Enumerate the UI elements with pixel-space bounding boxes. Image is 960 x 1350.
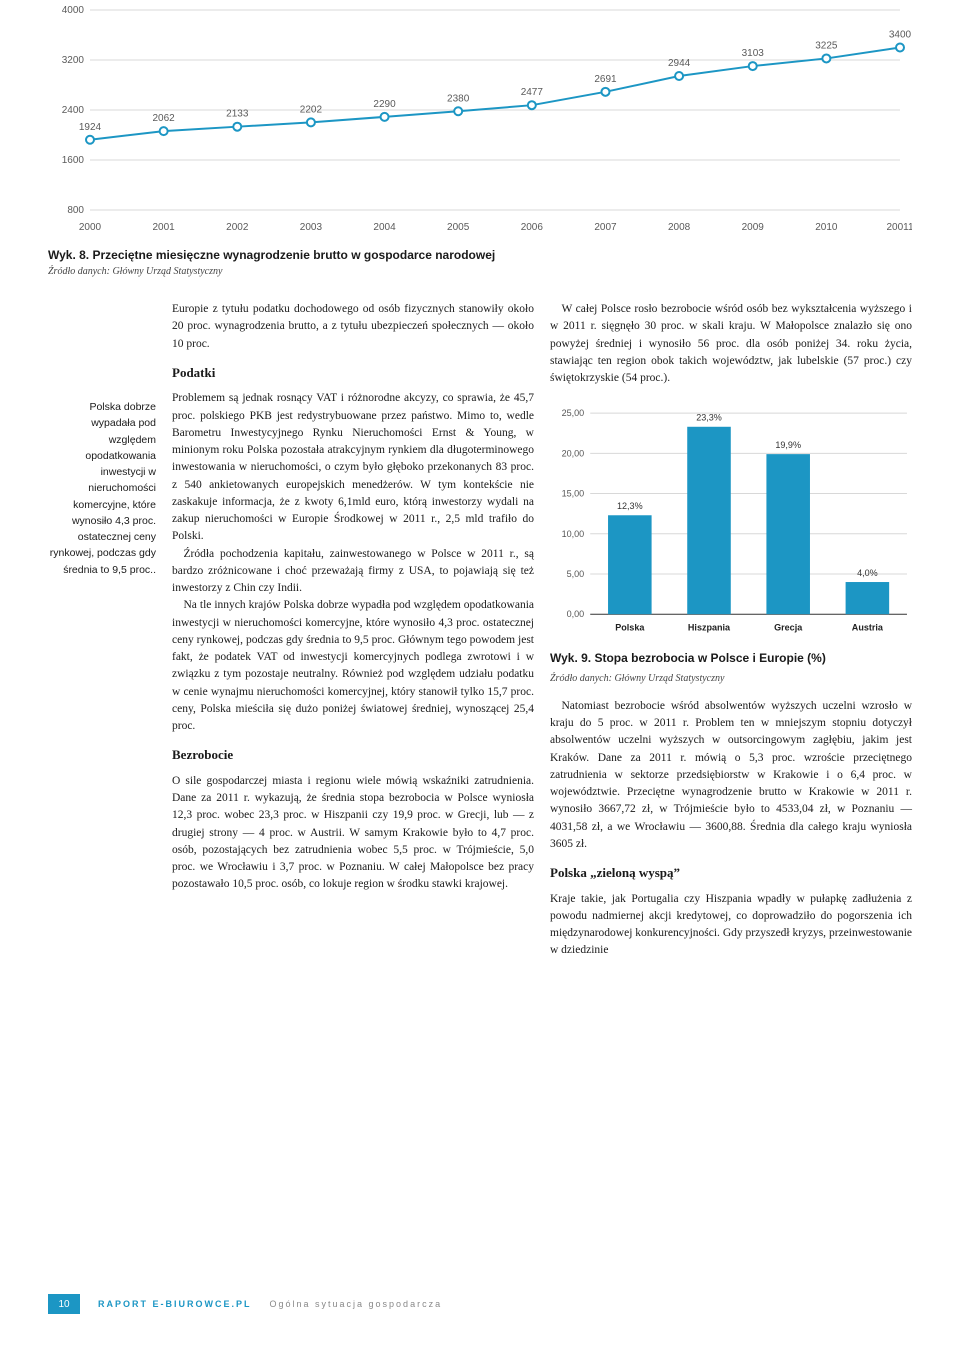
heading-bezrobocie: Bezrobocie bbox=[172, 745, 534, 765]
bar-chart-source: Źródło danych: Główny Urząd Statystyczny bbox=[550, 671, 912, 686]
svg-text:12,3%: 12,3% bbox=[617, 501, 643, 511]
paragraph: Kraje takie, jak Portugalia czy Hiszpani… bbox=[550, 891, 912, 960]
svg-text:2008: 2008 bbox=[668, 222, 691, 233]
line-chart-caption: Wyk. 8. Przeciętne miesięczne wynagrodze… bbox=[48, 248, 912, 262]
footer-subtitle: Ogólna sytuacja gospodarcza bbox=[270, 1299, 443, 1309]
svg-text:800: 800 bbox=[67, 205, 84, 216]
svg-text:0,00: 0,00 bbox=[567, 609, 585, 619]
svg-text:Grecja: Grecja bbox=[774, 623, 803, 633]
heading-zielona: Polska „zieloną wyspą” bbox=[550, 863, 912, 883]
svg-text:2005: 2005 bbox=[447, 222, 470, 233]
svg-text:2202: 2202 bbox=[300, 104, 323, 115]
svg-text:2004: 2004 bbox=[373, 222, 396, 233]
paragraph: Na tle innych krajów Polska dobrze wypad… bbox=[172, 597, 534, 735]
paragraph: Problemem są jednak rosnący VAT i różnor… bbox=[172, 390, 534, 545]
svg-text:Hiszpania: Hiszpania bbox=[688, 623, 731, 633]
svg-text:2002: 2002 bbox=[226, 222, 249, 233]
paragraph: O sile gospodarczej miasta i regionu wie… bbox=[172, 773, 534, 894]
svg-text:20,00: 20,00 bbox=[562, 449, 585, 459]
svg-text:4000: 4000 bbox=[62, 5, 85, 16]
paragraph: Źródła pochodzenia kapitału, zainwestowa… bbox=[172, 546, 534, 598]
svg-text:2000: 2000 bbox=[79, 222, 102, 233]
svg-text:4,0%: 4,0% bbox=[857, 568, 878, 578]
svg-text:2944: 2944 bbox=[668, 58, 691, 69]
bar-chart-svg: 0,00 5,00 10,00 15,00 20,00 25,00 12,3% Polska 2… bbox=[550, 395, 912, 636]
svg-text:1600: 1600 bbox=[62, 155, 85, 166]
svg-text:2006: 2006 bbox=[521, 222, 544, 233]
svg-text:3200: 3200 bbox=[62, 55, 85, 66]
paragraph: W całej Polsce rosło bezrobocie wśród os… bbox=[550, 301, 912, 387]
svg-text:2010: 2010 bbox=[815, 222, 838, 233]
sidebar-callout: Polska dobrze wypadała pod względem opod… bbox=[48, 301, 156, 960]
svg-text:19,9%: 19,9% bbox=[775, 440, 801, 450]
svg-text:2400: 2400 bbox=[62, 105, 85, 116]
svg-text:2007: 2007 bbox=[594, 222, 617, 233]
svg-text:2290: 2290 bbox=[373, 99, 396, 110]
svg-text:5,00: 5,00 bbox=[567, 569, 585, 579]
svg-text:2691: 2691 bbox=[594, 74, 617, 85]
svg-text:1924: 1924 bbox=[79, 122, 102, 133]
column-left: Europie z tytułu podatku dochodowego od … bbox=[172, 301, 534, 960]
svg-text:2380: 2380 bbox=[447, 93, 470, 104]
column-right: W całej Polsce rosło bezrobocie wśród os… bbox=[550, 301, 912, 960]
svg-text:2062: 2062 bbox=[153, 113, 176, 124]
bar-chart-area: 0,00 5,00 10,00 15,00 20,00 25,00 12,3% Polska 2… bbox=[550, 395, 912, 643]
svg-text:3225: 3225 bbox=[815, 40, 838, 51]
svg-text:15,00: 15,00 bbox=[562, 489, 585, 499]
svg-text:2133: 2133 bbox=[226, 109, 249, 120]
svg-text:Austria: Austria bbox=[852, 623, 884, 633]
paragraph: Natomiast bezrobocie wśród absolwentów w… bbox=[550, 698, 912, 853]
svg-text:3400: 3400 bbox=[889, 30, 912, 41]
svg-text:2003: 2003 bbox=[300, 222, 323, 233]
svg-text:10,00: 10,00 bbox=[562, 529, 585, 539]
page-footer: 10 RAPORT E-BIUROWCE.PL Ogólna sytuacja … bbox=[48, 1294, 912, 1314]
bar-chart-caption: Wyk. 9. Stopa bezrobocia w Polsce i Euro… bbox=[550, 649, 912, 667]
svg-text:23,3%: 23,3% bbox=[696, 413, 722, 423]
page-number: 10 bbox=[48, 1294, 80, 1314]
svg-text:25,00: 25,00 bbox=[562, 408, 585, 418]
paragraph: Europie z tytułu podatku dochodowego od … bbox=[172, 301, 534, 353]
line-chart-area: 800 1600 2400 3200 4000 2000 2001 2002 2003 2004 2… bbox=[48, 0, 912, 240]
svg-text:2009: 2009 bbox=[742, 222, 765, 233]
svg-text:Polska: Polska bbox=[615, 623, 645, 633]
svg-text:20011: 20011 bbox=[886, 222, 912, 233]
svg-text:2001: 2001 bbox=[153, 222, 176, 233]
svg-text:3103: 3103 bbox=[742, 48, 765, 59]
line-chart-source: Źródło danych: Główny Urząd Statystyczny bbox=[48, 266, 912, 277]
svg-text:2477: 2477 bbox=[521, 87, 544, 98]
line-chart-svg: 800 1600 2400 3200 4000 2000 2001 2002 2003 2004 2… bbox=[48, 0, 912, 240]
footer-title: RAPORT E-BIUROWCE.PL bbox=[98, 1299, 252, 1309]
heading-podatki: Podatki bbox=[172, 363, 534, 383]
